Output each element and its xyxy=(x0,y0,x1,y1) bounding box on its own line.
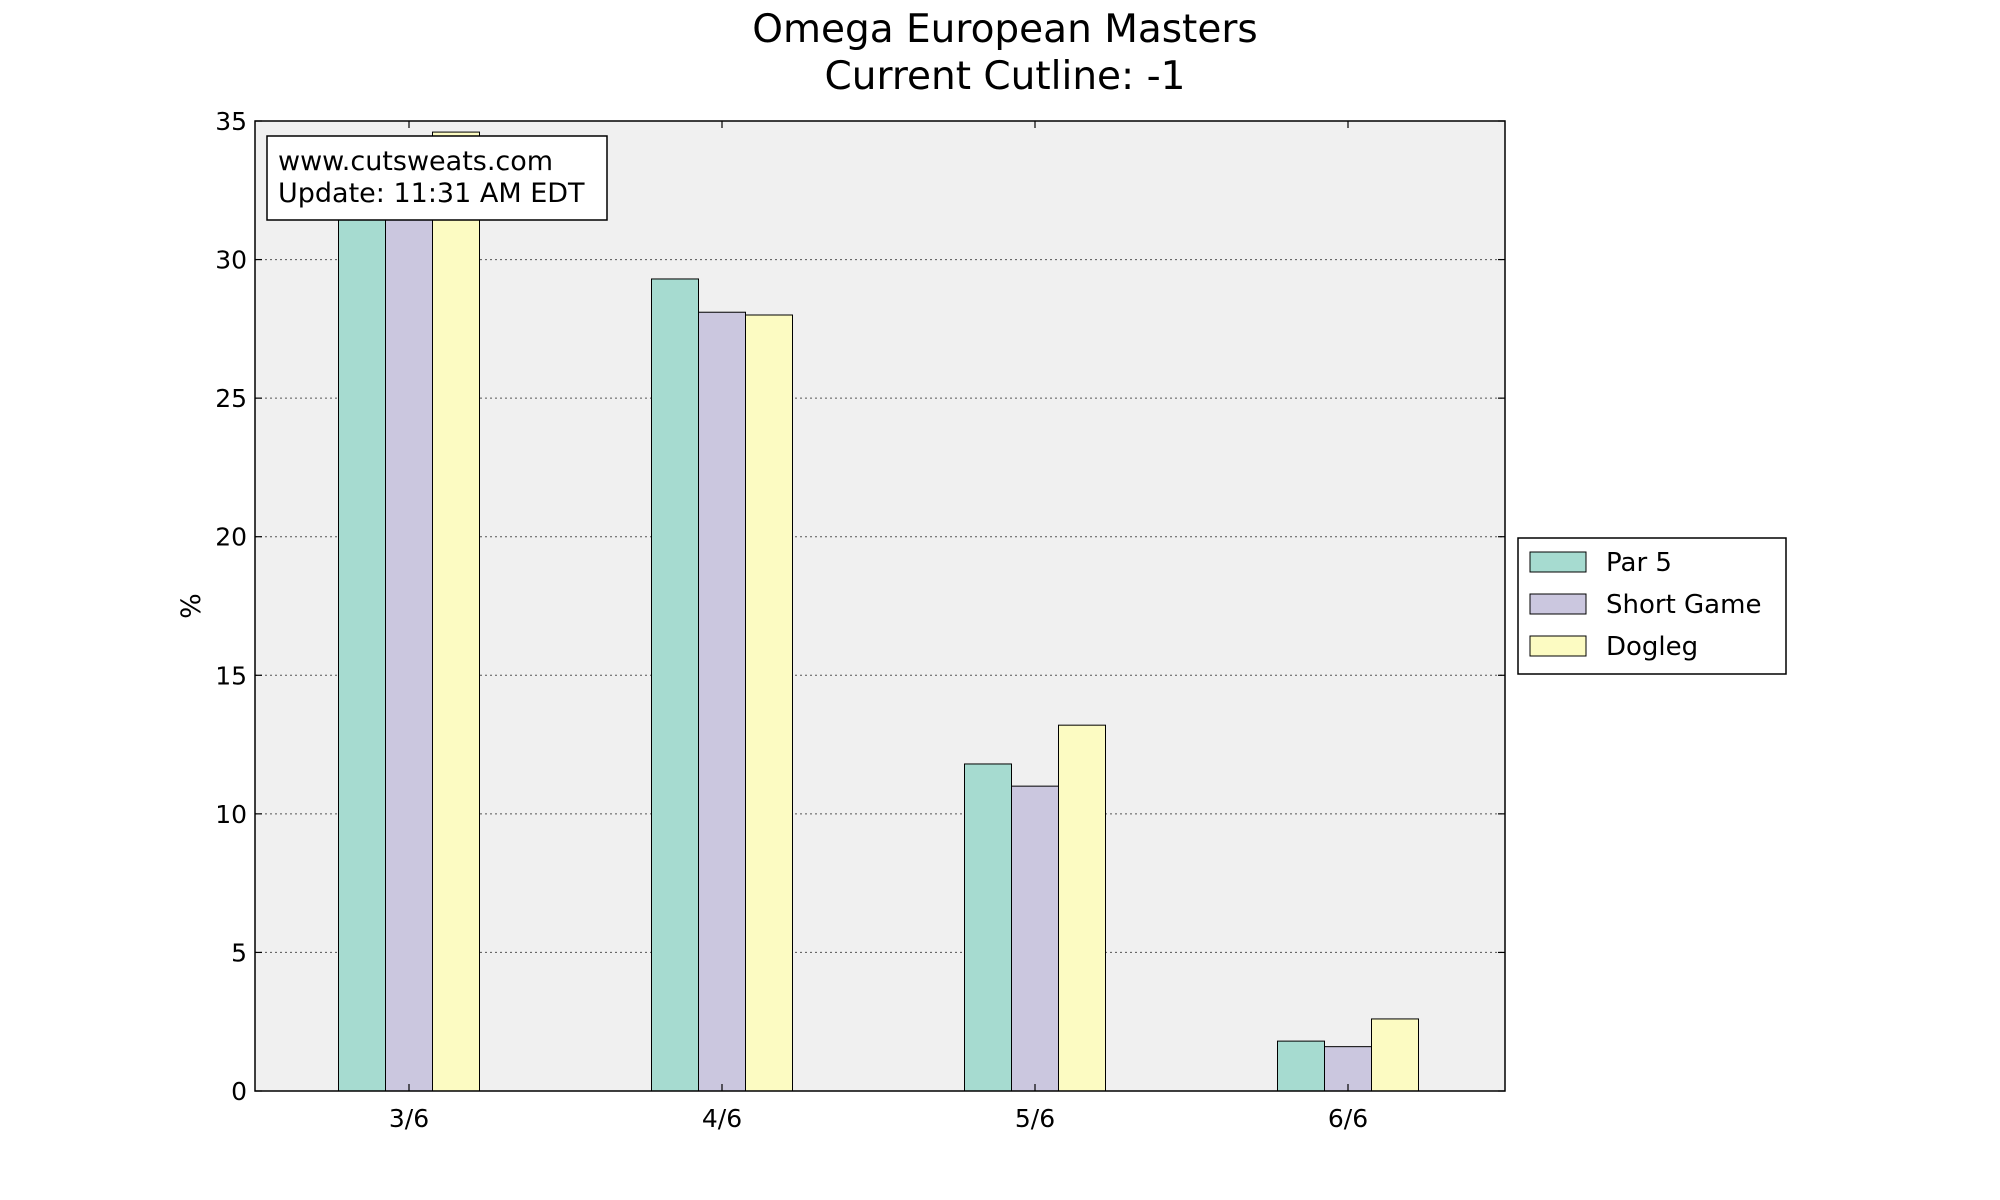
x-tick-label: 3/6 xyxy=(389,1104,429,1133)
y-tick-label: 15 xyxy=(215,661,247,690)
bar-dogleg-6-6 xyxy=(1371,1018,1419,1092)
bar-par-5-3-6 xyxy=(338,217,386,1092)
y-tick-label: 10 xyxy=(215,800,247,829)
bars xyxy=(338,131,1419,1092)
x-tick-label: 6/6 xyxy=(1328,1104,1368,1133)
legend-label-par-5: Par 5 xyxy=(1606,548,1672,578)
legend-swatch-short-game xyxy=(1529,593,1587,615)
y-tick-label: 35 xyxy=(215,107,247,136)
bar-short-game-5-6 xyxy=(1011,785,1059,1092)
y-axis-label: % xyxy=(176,593,207,619)
chart-subtitle: Current Cutline: -1 xyxy=(825,54,1186,99)
axis-ticks: 0 5 10 15 20 25 30 35 3/6 4/6 5/6 6/6 xyxy=(215,107,1505,1133)
y-tick-label: 20 xyxy=(215,523,247,552)
legend-label-short-game: Short Game xyxy=(1606,590,1761,620)
chart-title: Omega European Masters xyxy=(752,7,1257,52)
info-annotation-website: www.cutsweats.com xyxy=(278,146,553,177)
bar-short-game-4-6 xyxy=(698,311,746,1092)
info-annotation-update: Update: 11:31 AM EDT xyxy=(278,178,585,209)
info-annotation-box xyxy=(266,135,608,221)
grid-lines xyxy=(255,259,1505,953)
bar-dogleg-3-6 xyxy=(432,131,480,1092)
legend-label-dogleg: Dogleg xyxy=(1606,632,1698,662)
y-tick-label: 0 xyxy=(231,1077,247,1106)
bar-dogleg-4-6 xyxy=(745,314,793,1092)
plot-frame xyxy=(254,120,1506,1092)
bar-par-5-6-6 xyxy=(1277,1040,1325,1092)
bar-par-5-4-6 xyxy=(651,278,699,1092)
legend-swatch-par-5 xyxy=(1529,551,1587,573)
bar-par-5-5-6 xyxy=(964,763,1012,1092)
bar-short-game-6-6 xyxy=(1324,1046,1372,1092)
legend-swatch-dogleg xyxy=(1529,635,1587,657)
y-tick-label: 5 xyxy=(231,938,247,967)
legend: Par 5 Short Game Dogleg xyxy=(1517,537,1787,675)
info-annotation: www.cutsweats.com Update: 11:31 AM EDT xyxy=(266,135,608,221)
y-tick-label: 25 xyxy=(215,384,247,413)
bar-dogleg-5-6 xyxy=(1058,724,1106,1092)
x-tick-label: 5/6 xyxy=(1015,1104,1055,1133)
x-tick-label: 4/6 xyxy=(702,1104,742,1133)
bar-short-game-3-6 xyxy=(385,217,433,1092)
y-tick-label: 30 xyxy=(215,246,247,275)
